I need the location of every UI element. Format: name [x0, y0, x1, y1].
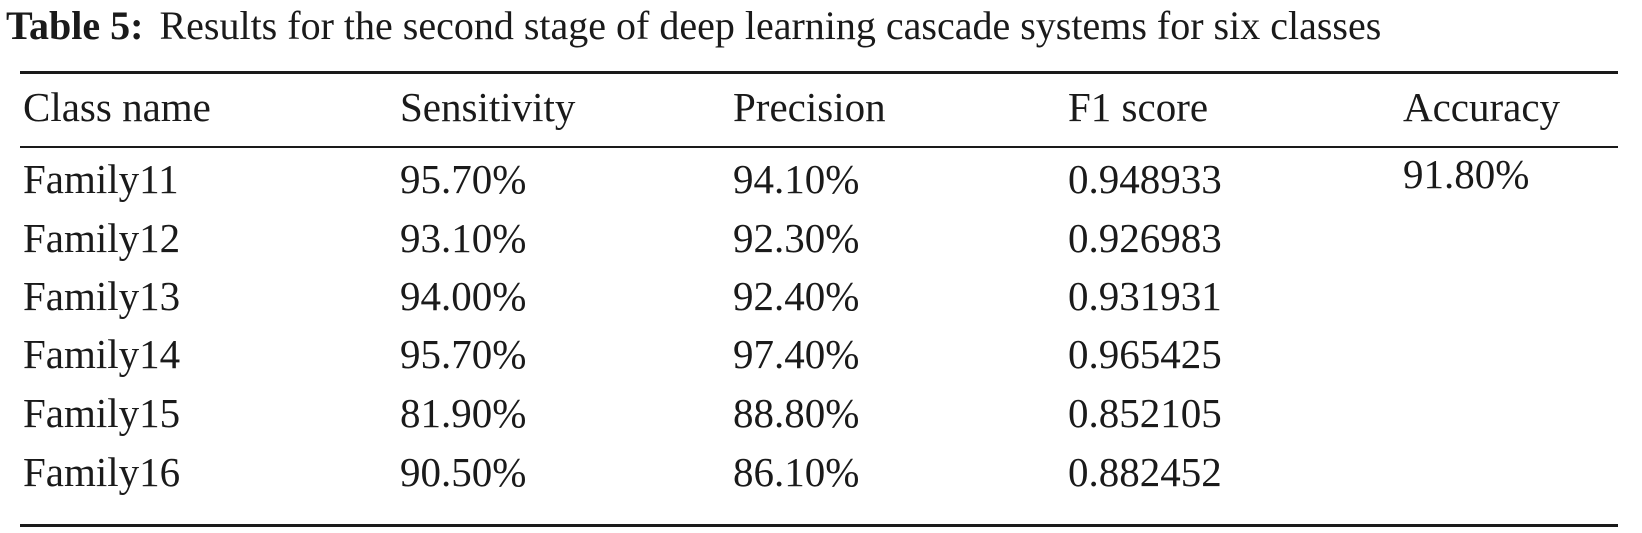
table-caption-text: Results for the second stage of deep lea… — [159, 3, 1382, 48]
table-caption-label: Table 5: — [6, 3, 144, 48]
header-precision: Precision — [733, 84, 886, 130]
cell-class-name: Family12 — [23, 215, 181, 261]
cell-f1-score: 0.882452 — [1068, 449, 1222, 495]
cell-precision: 92.40% — [733, 273, 860, 319]
table-top-rule — [20, 71, 1618, 74]
cell-sensitivity: 90.50% — [400, 449, 527, 495]
cell-sensitivity: 93.10% — [400, 215, 527, 261]
header-sensitivity: Sensitivity — [400, 84, 576, 130]
cell-precision: 97.40% — [733, 331, 860, 377]
cell-class-name: Family13 — [23, 273, 181, 319]
cell-f1-score: 0.965425 — [1068, 331, 1222, 377]
header-f1-score: F1 score — [1068, 84, 1209, 130]
cell-sensitivity: 81.90% — [400, 390, 527, 436]
cell-f1-score: 0.931931 — [1068, 273, 1222, 319]
table-bottom-rule — [20, 524, 1618, 527]
cell-precision: 94.10% — [733, 156, 860, 202]
header-class-name: Class name — [23, 84, 211, 130]
table-caption: Table 5: Results for the second stage of … — [6, 0, 1381, 56]
cell-class-name: Family16 — [23, 449, 181, 495]
cell-sensitivity: 94.00% — [400, 273, 527, 319]
cell-precision: 86.10% — [733, 449, 860, 495]
cell-precision: 88.80% — [733, 390, 860, 436]
cell-sensitivity: 95.70% — [400, 156, 527, 202]
cell-precision: 92.30% — [733, 215, 860, 261]
cell-class-name: Family14 — [23, 331, 181, 377]
header-accuracy: Accuracy — [1403, 84, 1561, 130]
cell-class-name: Family11 — [23, 156, 179, 202]
cell-f1-score: 0.948933 — [1068, 156, 1222, 202]
table-header-rule — [20, 146, 1618, 148]
cell-class-name: Family15 — [23, 390, 181, 436]
cell-f1-score: 0.852105 — [1068, 390, 1222, 436]
cell-f1-score: 0.926983 — [1068, 215, 1222, 261]
cell-sensitivity: 95.70% — [400, 331, 527, 377]
cell-accuracy: 91.80% — [1403, 151, 1530, 197]
